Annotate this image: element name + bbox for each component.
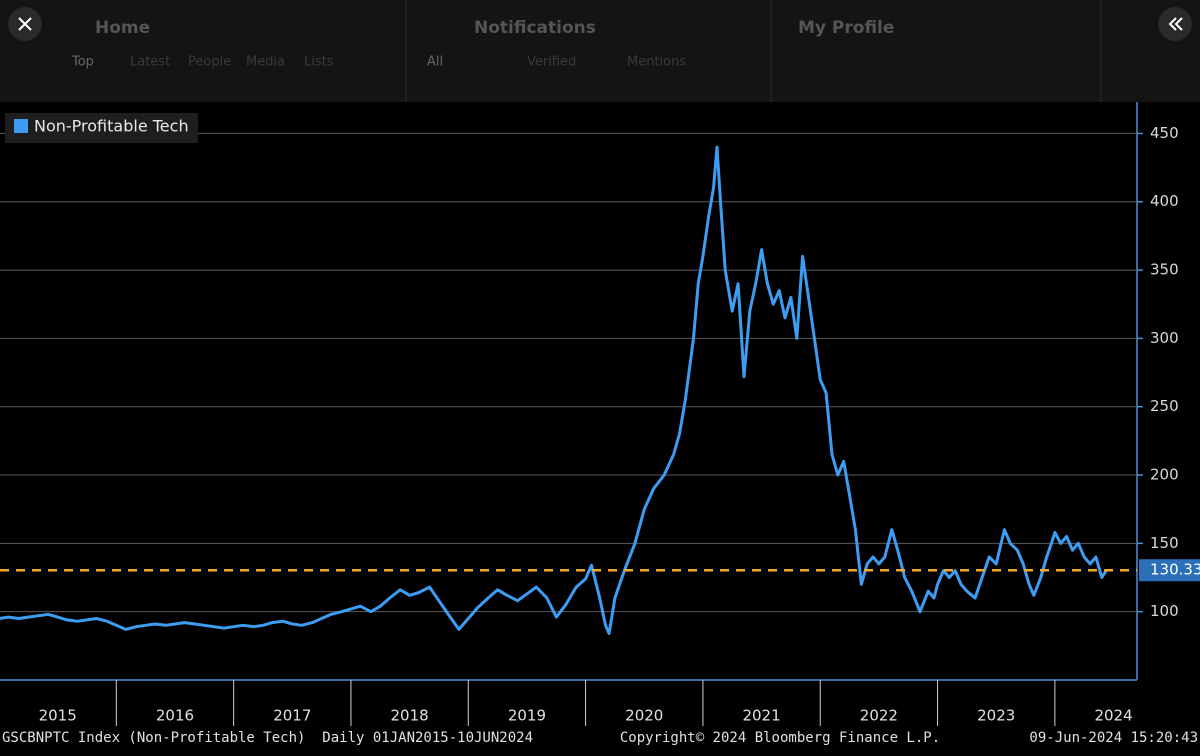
last-value-label: 130.33: [1150, 561, 1200, 579]
x-tick-label: 2024: [1094, 707, 1132, 725]
column-title: Notifications: [474, 18, 596, 38]
dimmed-header: [0, 0, 1200, 102]
y-tick-label: 350: [1150, 261, 1179, 279]
x-tick-label: 2022: [860, 707, 898, 725]
x-tick-label: 2016: [156, 707, 194, 725]
footer-center: Copyright© 2024 Bloomberg Finance L.P.: [620, 730, 940, 746]
column-tab: All: [427, 55, 443, 70]
x-tick-label: 2017: [273, 707, 311, 725]
column-divider: [770, 0, 772, 102]
x-tick-label: 2018: [391, 707, 429, 725]
x-tick-label: 2019: [508, 707, 546, 725]
legend: [5, 113, 198, 143]
y-tick-label: 150: [1150, 534, 1179, 552]
header-columns: Home Top Latest People Media Lists Notificatio…: [71, 18, 894, 70]
y-tick-label: 300: [1150, 329, 1179, 347]
column-tab: Latest: [130, 55, 170, 70]
column-tab: Verified: [527, 55, 576, 70]
plot: 100 150 200 250 300 350 400 450 2015 2016 2017 2018…: [0, 124, 1200, 726]
column-tab: Top: [71, 55, 94, 70]
close-icon: [18, 17, 32, 31]
y-tick-label: 100: [1150, 602, 1179, 620]
column-tab: People: [188, 55, 231, 70]
column-title: My Profile: [798, 18, 894, 38]
series-line: [0, 145, 1108, 635]
x-tick-label: 2020: [625, 707, 663, 725]
last-value-box: [1139, 559, 1200, 582]
column-tab: Media: [246, 55, 285, 70]
x-tick-label: 2021: [742, 707, 780, 725]
x-tick-label: 2023: [977, 707, 1015, 725]
x-axis-band: [0, 680, 1137, 728]
column-title: Home: [95, 18, 150, 38]
legend-swatch: [14, 119, 28, 133]
column-divider: [1100, 0, 1102, 102]
collapse-icon: [1168, 17, 1183, 31]
footer-right: 09-Jun-2024 15:20:43: [1029, 730, 1198, 746]
y-tick-label: 200: [1150, 466, 1179, 484]
x-tick-label: 2015: [39, 707, 77, 725]
column-tab: Mentions: [627, 55, 686, 70]
y-tick-label: 400: [1150, 192, 1179, 210]
column-tab: Lists: [304, 55, 334, 70]
y-tick-label: 450: [1150, 124, 1179, 142]
y-tick-label: 250: [1150, 397, 1179, 415]
column-divider: [405, 0, 407, 102]
footer-left: GSCBNPTC Index (Non-Profitable Tech) Dai…: [2, 730, 533, 746]
legend-label: Non-Profitable Tech: [34, 117, 189, 136]
